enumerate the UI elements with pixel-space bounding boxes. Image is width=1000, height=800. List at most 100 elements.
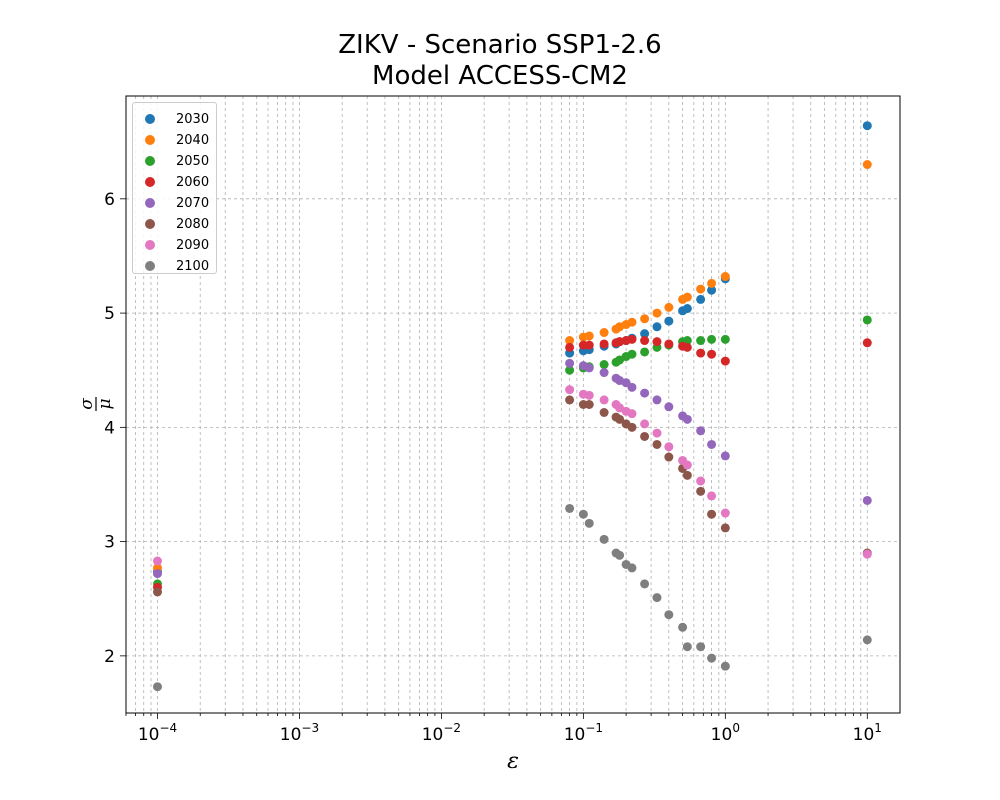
data-point-2100 bbox=[678, 622, 688, 632]
data-point-2080 bbox=[615, 414, 625, 424]
data-point-2080 bbox=[565, 395, 575, 405]
data-point-2090 bbox=[627, 409, 637, 419]
data-point-2080 bbox=[584, 400, 594, 409]
data-point-2050 bbox=[640, 347, 650, 357]
data-point-2060 bbox=[682, 342, 692, 352]
data-point-2080 bbox=[599, 407, 609, 417]
data-point-2060 bbox=[862, 338, 872, 348]
data-point-2040 bbox=[652, 308, 662, 318]
data-point-2090 bbox=[584, 390, 594, 400]
legend-label: 2060 bbox=[176, 174, 210, 190]
legend-item-2050: 2050 bbox=[145, 151, 209, 171]
data-point-2080 bbox=[627, 422, 637, 432]
data-point-2100 bbox=[627, 563, 637, 573]
data-point-2080 bbox=[696, 486, 706, 496]
legend-item-2100: 2100 bbox=[145, 256, 209, 276]
plot-frame bbox=[125, 95, 901, 714]
legend-label: 2100 bbox=[176, 258, 210, 274]
data-point-2030 bbox=[862, 121, 872, 131]
data-point-2070 bbox=[627, 382, 637, 392]
data-points bbox=[152, 121, 872, 692]
data-point-2070 bbox=[862, 495, 872, 505]
data-point-2090 bbox=[707, 491, 717, 501]
data-point-2050 bbox=[862, 315, 872, 325]
data-point-2070 bbox=[640, 388, 650, 398]
data-point-2060 bbox=[720, 356, 730, 366]
data-point-2040 bbox=[565, 336, 575, 346]
legend-label: 2050 bbox=[176, 153, 210, 169]
data-point-2060 bbox=[664, 339, 674, 349]
data-point-2030 bbox=[640, 329, 650, 339]
data-point-2050 bbox=[565, 365, 575, 375]
axis-ticks: 10−4 10−3 10−2 10−1 100 101 2 3 4 5 6 bbox=[104, 190, 882, 745]
data-point-2030 bbox=[652, 322, 662, 332]
data-point-2090 bbox=[640, 419, 650, 429]
legend-marker bbox=[145, 240, 155, 250]
data-point-2040 bbox=[720, 272, 730, 282]
data-point-2080 bbox=[720, 523, 730, 533]
data-point-2100 bbox=[707, 653, 717, 663]
data-point-2060 bbox=[565, 342, 575, 352]
data-point-2030 bbox=[682, 304, 692, 314]
data-point-2040 bbox=[599, 328, 609, 338]
legend-label: 2030 bbox=[176, 111, 210, 127]
legend-marker bbox=[145, 177, 155, 187]
x-tick-label: 10−1 bbox=[564, 721, 603, 745]
data-point-2100 bbox=[664, 610, 674, 620]
data-point-2080 bbox=[652, 439, 662, 449]
data-point-2070 bbox=[696, 426, 706, 436]
data-point-2100 bbox=[862, 635, 872, 645]
data-point-2090 bbox=[599, 395, 609, 405]
data-point-2100 bbox=[682, 642, 692, 652]
data-point-2100 bbox=[640, 579, 650, 589]
data-point-2060 bbox=[599, 339, 609, 349]
data-point-2100 bbox=[599, 534, 609, 544]
data-point-2050 bbox=[627, 349, 637, 359]
y-axis-label: σ μ bbox=[77, 397, 115, 411]
data-point-2050 bbox=[720, 334, 730, 344]
data-point-2090 bbox=[696, 476, 706, 486]
data-point-2040 bbox=[682, 292, 692, 302]
legend-label: 2080 bbox=[176, 216, 210, 232]
data-point-2070 bbox=[664, 402, 674, 412]
data-point-2100 bbox=[720, 661, 730, 671]
chart-subtitle: Model ACCESS-CM2 bbox=[372, 61, 628, 91]
legend-marker bbox=[145, 198, 155, 208]
data-point-2090 bbox=[682, 460, 692, 470]
y-tick-label: 6 bbox=[104, 190, 115, 210]
data-point-2040 bbox=[862, 160, 872, 170]
data-point-2040 bbox=[664, 302, 674, 312]
data-point-2080 bbox=[640, 431, 650, 441]
legend-marker bbox=[145, 156, 155, 166]
data-point-2040 bbox=[627, 317, 637, 327]
data-point-2060 bbox=[584, 340, 594, 350]
data-point-2040 bbox=[640, 314, 650, 324]
y-tick-label: 5 bbox=[104, 304, 115, 324]
data-point-2070 bbox=[565, 358, 575, 368]
legend-marker bbox=[145, 219, 155, 229]
data-point-2060 bbox=[627, 334, 637, 344]
x-tick-label: 10−2 bbox=[422, 721, 461, 745]
data-point-2080 bbox=[152, 587, 162, 597]
data-point-2080 bbox=[707, 509, 717, 519]
data-point-2100 bbox=[578, 509, 588, 519]
data-point-2070 bbox=[652, 395, 662, 405]
data-point-2070 bbox=[707, 439, 717, 449]
legend-label: 2090 bbox=[176, 237, 210, 253]
legend-label: 2040 bbox=[176, 132, 210, 148]
data-point-2040 bbox=[696, 284, 706, 294]
legend-item-2060: 2060 bbox=[145, 172, 209, 192]
data-point-2090 bbox=[652, 428, 662, 438]
data-point-2090 bbox=[565, 385, 575, 395]
x-tick-label: 101 bbox=[853, 721, 882, 745]
data-point-2060 bbox=[640, 336, 650, 346]
data-point-2070 bbox=[584, 363, 594, 373]
data-point-2100 bbox=[652, 593, 662, 603]
data-point-2100 bbox=[696, 642, 706, 652]
data-point-2060 bbox=[696, 348, 706, 358]
data-point-2070 bbox=[599, 368, 609, 378]
data-point-2030 bbox=[664, 316, 674, 326]
data-point-2100 bbox=[615, 550, 625, 560]
x-tick-label: 10−3 bbox=[280, 721, 319, 745]
legend: 2030 2040 2050 2060 2070 2080 2090 2100 bbox=[132, 102, 217, 274]
